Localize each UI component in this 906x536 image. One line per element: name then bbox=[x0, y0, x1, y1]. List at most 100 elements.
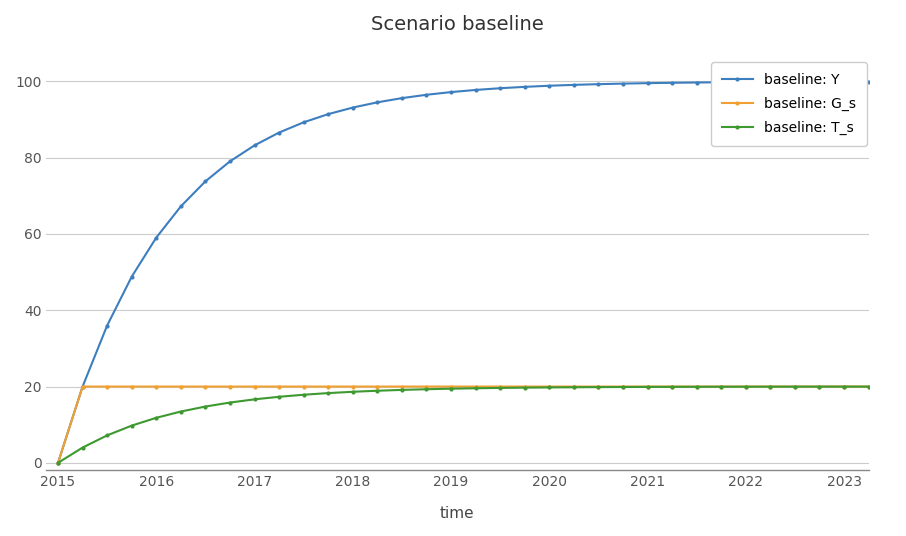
baseline: T_s: (2.02e+03, 19.7): T_s: (2.02e+03, 19.7) bbox=[519, 384, 530, 391]
baseline: T_s: (2.02e+03, 11.8): T_s: (2.02e+03, 11.8) bbox=[150, 414, 161, 421]
baseline: Y: (2.02e+03, 99.4): Y: (2.02e+03, 99.4) bbox=[618, 80, 629, 87]
baseline: G_s: (2.02e+03, 20): G_s: (2.02e+03, 20) bbox=[691, 383, 702, 390]
baseline: T_s: (2.02e+03, 20): T_s: (2.02e+03, 20) bbox=[789, 383, 800, 390]
Line: baseline: G_s: baseline: G_s bbox=[56, 384, 895, 465]
baseline: G_s: (2.02e+03, 20): G_s: (2.02e+03, 20) bbox=[446, 383, 457, 390]
baseline: Y: (2.02e+03, 96.5): Y: (2.02e+03, 96.5) bbox=[421, 92, 432, 98]
baseline: Y: (2.02e+03, 36): Y: (2.02e+03, 36) bbox=[101, 322, 112, 329]
baseline: T_s: (2.02e+03, 7.2): T_s: (2.02e+03, 7.2) bbox=[101, 432, 112, 438]
baseline: T_s: (2.02e+03, 19.4): T_s: (2.02e+03, 19.4) bbox=[446, 385, 457, 392]
baseline: Y: (2.02e+03, 99.3): Y: (2.02e+03, 99.3) bbox=[593, 81, 603, 87]
baseline: G_s: (2.02e+03, 20): G_s: (2.02e+03, 20) bbox=[568, 383, 579, 390]
baseline: T_s: (2.02e+03, 18.9): T_s: (2.02e+03, 18.9) bbox=[371, 388, 382, 394]
baseline: Y: (2.02e+03, 98.8): Y: (2.02e+03, 98.8) bbox=[544, 83, 554, 89]
baseline: G_s: (2.02e+03, 20): G_s: (2.02e+03, 20) bbox=[667, 383, 678, 390]
baseline: G_s: (2.02e+03, 20): G_s: (2.02e+03, 20) bbox=[249, 383, 260, 390]
baseline: G_s: (2.02e+03, 20): G_s: (2.02e+03, 20) bbox=[814, 383, 824, 390]
baseline: G_s: (2.02e+03, 20): G_s: (2.02e+03, 20) bbox=[642, 383, 653, 390]
baseline: T_s: (2.02e+03, 18.3): T_s: (2.02e+03, 18.3) bbox=[323, 390, 333, 396]
baseline: G_s: (2.02e+03, 20): G_s: (2.02e+03, 20) bbox=[618, 383, 629, 390]
baseline: Y: (2.02e+03, 99.8): Y: (2.02e+03, 99.8) bbox=[716, 79, 727, 85]
baseline: Y: (2.02e+03, 97.2): Y: (2.02e+03, 97.2) bbox=[446, 89, 457, 95]
baseline: G_s: (2.02e+03, 0): G_s: (2.02e+03, 0) bbox=[53, 460, 63, 466]
baseline: G_s: (2.02e+03, 20): G_s: (2.02e+03, 20) bbox=[176, 383, 187, 390]
baseline: Y: (2.02e+03, 59): Y: (2.02e+03, 59) bbox=[150, 234, 161, 241]
baseline: G_s: (2.02e+03, 20): G_s: (2.02e+03, 20) bbox=[126, 383, 137, 390]
baseline: T_s: (2.02e+03, 20): T_s: (2.02e+03, 20) bbox=[716, 384, 727, 390]
baseline: Y: (2.02e+03, 99.1): Y: (2.02e+03, 99.1) bbox=[568, 81, 579, 88]
baseline: Y: (2.02e+03, 99.6): Y: (2.02e+03, 99.6) bbox=[667, 79, 678, 86]
baseline: T_s: (2.02e+03, 20): T_s: (2.02e+03, 20) bbox=[814, 383, 824, 390]
baseline: G_s: (2.02e+03, 20): G_s: (2.02e+03, 20) bbox=[863, 383, 874, 390]
baseline: T_s: (2.02e+03, 20): T_s: (2.02e+03, 20) bbox=[765, 383, 776, 390]
baseline: Y: (2.02e+03, 83.2): Y: (2.02e+03, 83.2) bbox=[249, 142, 260, 148]
baseline: G_s: (2.02e+03, 20): G_s: (2.02e+03, 20) bbox=[77, 383, 88, 390]
baseline: G_s: (2.02e+03, 20): G_s: (2.02e+03, 20) bbox=[397, 383, 408, 390]
baseline: T_s: (2.02e+03, 19.9): T_s: (2.02e+03, 19.9) bbox=[667, 384, 678, 390]
baseline: T_s: (2.02e+03, 4): T_s: (2.02e+03, 4) bbox=[77, 444, 88, 451]
baseline: T_s: (2.02e+03, 19.6): T_s: (2.02e+03, 19.6) bbox=[495, 385, 506, 391]
baseline: Y: (2.02e+03, 48.8): Y: (2.02e+03, 48.8) bbox=[126, 273, 137, 280]
baseline: G_s: (2.02e+03, 20): G_s: (2.02e+03, 20) bbox=[470, 383, 481, 390]
baseline: T_s: (2.02e+03, 14.8): T_s: (2.02e+03, 14.8) bbox=[200, 403, 211, 410]
baseline: T_s: (2.02e+03, 19.9): T_s: (2.02e+03, 19.9) bbox=[593, 384, 603, 390]
baseline: Y: (2.02e+03, 0): Y: (2.02e+03, 0) bbox=[53, 460, 63, 466]
Line: baseline: T_s: baseline: T_s bbox=[56, 384, 895, 465]
baseline: G_s: (2.02e+03, 20): G_s: (2.02e+03, 20) bbox=[888, 383, 899, 390]
baseline: T_s: (2.02e+03, 19.8): T_s: (2.02e+03, 19.8) bbox=[544, 384, 554, 391]
baseline: T_s: (2.02e+03, 18.6): T_s: (2.02e+03, 18.6) bbox=[347, 389, 358, 395]
baseline: G_s: (2.02e+03, 20): G_s: (2.02e+03, 20) bbox=[740, 383, 751, 390]
baseline: Y: (2.02e+03, 99.7): Y: (2.02e+03, 99.7) bbox=[691, 79, 702, 86]
baseline: G_s: (2.02e+03, 20): G_s: (2.02e+03, 20) bbox=[323, 383, 333, 390]
Title: Scenario baseline: Scenario baseline bbox=[371, 15, 544, 34]
baseline: G_s: (2.02e+03, 20): G_s: (2.02e+03, 20) bbox=[101, 383, 112, 390]
baseline: T_s: (2.02e+03, 19.1): T_s: (2.02e+03, 19.1) bbox=[397, 386, 408, 393]
baseline: Y: (2.02e+03, 99.9): Y: (2.02e+03, 99.9) bbox=[863, 78, 874, 85]
baseline: Y: (2.02e+03, 67.2): Y: (2.02e+03, 67.2) bbox=[176, 203, 187, 210]
baseline: Y: (2.02e+03, 91.4): Y: (2.02e+03, 91.4) bbox=[323, 111, 333, 117]
baseline: G_s: (2.02e+03, 20): G_s: (2.02e+03, 20) bbox=[716, 383, 727, 390]
baseline: G_s: (2.02e+03, 20): G_s: (2.02e+03, 20) bbox=[421, 383, 432, 390]
baseline: Y: (2.02e+03, 86.6): Y: (2.02e+03, 86.6) bbox=[274, 129, 284, 136]
baseline: Y: (2.02e+03, 93.1): Y: (2.02e+03, 93.1) bbox=[347, 105, 358, 111]
baseline: Y: (2.02e+03, 73.8): Y: (2.02e+03, 73.8) bbox=[200, 178, 211, 184]
baseline: T_s: (2.02e+03, 19.9): T_s: (2.02e+03, 19.9) bbox=[691, 384, 702, 390]
baseline: Y: (2.02e+03, 94.5): Y: (2.02e+03, 94.5) bbox=[371, 99, 382, 106]
baseline: T_s: (2.02e+03, 19.9): T_s: (2.02e+03, 19.9) bbox=[618, 384, 629, 390]
baseline: Y: (2.02e+03, 99.9): Y: (2.02e+03, 99.9) bbox=[839, 78, 850, 85]
baseline: T_s: (2.02e+03, 16.6): T_s: (2.02e+03, 16.6) bbox=[249, 396, 260, 403]
baseline: Y: (2.02e+03, 89.3): Y: (2.02e+03, 89.3) bbox=[298, 119, 309, 125]
baseline: Y: (2.02e+03, 95.6): Y: (2.02e+03, 95.6) bbox=[397, 95, 408, 101]
baseline: Y: (2.02e+03, 98.2): Y: (2.02e+03, 98.2) bbox=[495, 85, 506, 92]
baseline: Y: (2.02e+03, 99.9): Y: (2.02e+03, 99.9) bbox=[789, 79, 800, 85]
baseline: T_s: (2.02e+03, 20): T_s: (2.02e+03, 20) bbox=[863, 383, 874, 390]
baseline: T_s: (2.02e+03, 20): T_s: (2.02e+03, 20) bbox=[888, 383, 899, 390]
baseline: T_s: (2.02e+03, 13.4): T_s: (2.02e+03, 13.4) bbox=[176, 408, 187, 415]
baseline: T_s: (2.02e+03, 15.8): T_s: (2.02e+03, 15.8) bbox=[225, 399, 236, 406]
Legend: baseline: Y, baseline: G_s, baseline: T_s: baseline: Y, baseline: G_s, baseline: T_… bbox=[711, 62, 867, 146]
baseline: T_s: (2.02e+03, 20): T_s: (2.02e+03, 20) bbox=[839, 383, 850, 390]
baseline: G_s: (2.02e+03, 20): G_s: (2.02e+03, 20) bbox=[519, 383, 530, 390]
baseline: T_s: (2.02e+03, 17.3): T_s: (2.02e+03, 17.3) bbox=[274, 393, 284, 400]
baseline: Y: (2.02e+03, 99.8): Y: (2.02e+03, 99.8) bbox=[740, 79, 751, 85]
baseline: T_s: (2.02e+03, 9.76): T_s: (2.02e+03, 9.76) bbox=[126, 422, 137, 429]
baseline: T_s: (2.02e+03, 19.8): T_s: (2.02e+03, 19.8) bbox=[568, 384, 579, 390]
baseline: T_s: (2.02e+03, 19.9): T_s: (2.02e+03, 19.9) bbox=[642, 384, 653, 390]
X-axis label: time: time bbox=[440, 506, 475, 521]
baseline: G_s: (2.02e+03, 20): G_s: (2.02e+03, 20) bbox=[371, 383, 382, 390]
baseline: Y: (2.02e+03, 99.9): Y: (2.02e+03, 99.9) bbox=[888, 78, 899, 85]
baseline: G_s: (2.02e+03, 20): G_s: (2.02e+03, 20) bbox=[839, 383, 850, 390]
baseline: G_s: (2.02e+03, 20): G_s: (2.02e+03, 20) bbox=[593, 383, 603, 390]
baseline: G_s: (2.02e+03, 20): G_s: (2.02e+03, 20) bbox=[544, 383, 554, 390]
baseline: G_s: (2.02e+03, 20): G_s: (2.02e+03, 20) bbox=[298, 383, 309, 390]
baseline: G_s: (2.02e+03, 20): G_s: (2.02e+03, 20) bbox=[789, 383, 800, 390]
baseline: G_s: (2.02e+03, 20): G_s: (2.02e+03, 20) bbox=[347, 383, 358, 390]
baseline: G_s: (2.02e+03, 20): G_s: (2.02e+03, 20) bbox=[274, 383, 284, 390]
baseline: G_s: (2.02e+03, 20): G_s: (2.02e+03, 20) bbox=[150, 383, 161, 390]
baseline: T_s: (2.02e+03, 20): T_s: (2.02e+03, 20) bbox=[740, 383, 751, 390]
baseline: G_s: (2.02e+03, 20): G_s: (2.02e+03, 20) bbox=[765, 383, 776, 390]
baseline: Y: (2.02e+03, 97.7): Y: (2.02e+03, 97.7) bbox=[470, 87, 481, 93]
baseline: Y: (2.02e+03, 99.8): Y: (2.02e+03, 99.8) bbox=[765, 79, 776, 85]
baseline: T_s: (2.02e+03, 0): T_s: (2.02e+03, 0) bbox=[53, 460, 63, 466]
Line: baseline: Y: baseline: Y bbox=[56, 79, 895, 465]
